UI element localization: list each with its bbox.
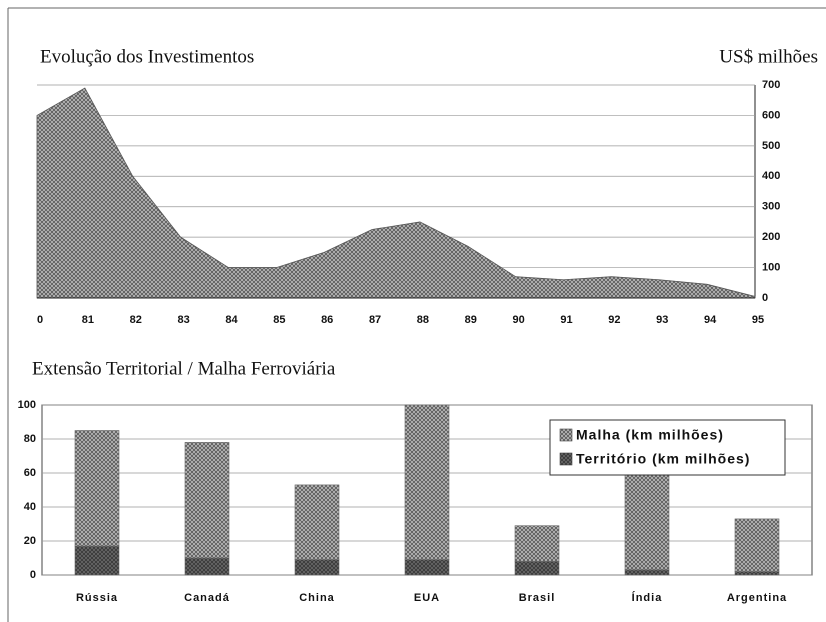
bar-segment [734, 571, 780, 576]
x-tick-label: 88 [417, 314, 429, 326]
y-tick-label: 0 [762, 292, 768, 304]
x-tick-label: 84 [225, 314, 238, 326]
x-tick-label: 86 [321, 314, 333, 326]
y-tick-label: 20 [24, 535, 36, 547]
y-tick-label: 80 [24, 433, 36, 445]
x-tick-label: Rússia [76, 592, 118, 604]
bar-segment [514, 561, 560, 576]
x-tick-label: 92 [608, 314, 620, 326]
x-tick-label: 91 [560, 314, 572, 326]
chart-title: Extensão Territorial / Malha Ferroviária [32, 358, 336, 379]
x-tick-label: 93 [656, 314, 668, 326]
legend-swatch [559, 452, 573, 466]
bar-segment [404, 404, 450, 560]
y-tick-label: 500 [762, 140, 780, 152]
y-tick-label: 400 [762, 170, 780, 182]
bar-segment [184, 557, 230, 576]
legend-label: Território (km milhões) [576, 451, 750, 467]
x-tick-label: 82 [130, 314, 142, 326]
x-tick-label: 90 [513, 314, 525, 326]
bar-segment [184, 442, 230, 559]
x-tick-label: 83 [177, 314, 189, 326]
y-tick-label: 0 [30, 569, 36, 581]
bar-segment [624, 472, 670, 571]
x-tick-label: 94 [704, 314, 717, 326]
x-tick-label: Índia [632, 591, 663, 604]
y-tick-label: 60 [24, 467, 36, 479]
y-tick-label: 200 [762, 231, 780, 243]
x-tick-label: EUA [414, 592, 440, 604]
x-tick-label: 0 [37, 314, 43, 326]
chart-title: Evolução dos Investimentos [40, 46, 254, 67]
x-tick-label: 81 [82, 314, 94, 326]
legend-swatch [559, 428, 573, 442]
legend-label: Malha (km milhões) [576, 427, 724, 443]
y-tick-label: 600 [762, 109, 780, 121]
bar-segment [74, 430, 120, 547]
y-tick-label: 300 [762, 201, 780, 213]
x-tick-label: 87 [369, 314, 381, 326]
x-tick-label: 89 [465, 314, 477, 326]
legend [549, 419, 786, 476]
y-tick-label: 40 [24, 501, 36, 513]
y-tick-label: 100 [18, 399, 36, 411]
x-tick-label: Canadá [184, 592, 230, 604]
x-tick-label: Argentina [727, 592, 787, 604]
axis-label: US$ milhões [719, 46, 818, 67]
bar-segment [294, 559, 340, 576]
area [36, 87, 756, 299]
x-tick-label: China [299, 592, 335, 604]
bar-segment [624, 569, 670, 576]
bar-segment [74, 545, 120, 576]
bar-segment [734, 518, 780, 572]
bar-segment [294, 484, 340, 560]
bar-segment [404, 559, 450, 576]
y-tick-label: 700 [762, 79, 780, 91]
bar-segment [514, 525, 560, 562]
x-tick-label: Brasil [519, 592, 556, 604]
y-tick-label: 100 [762, 261, 780, 273]
x-tick-label: 95 [752, 314, 764, 326]
x-tick-label: 85 [273, 314, 285, 326]
